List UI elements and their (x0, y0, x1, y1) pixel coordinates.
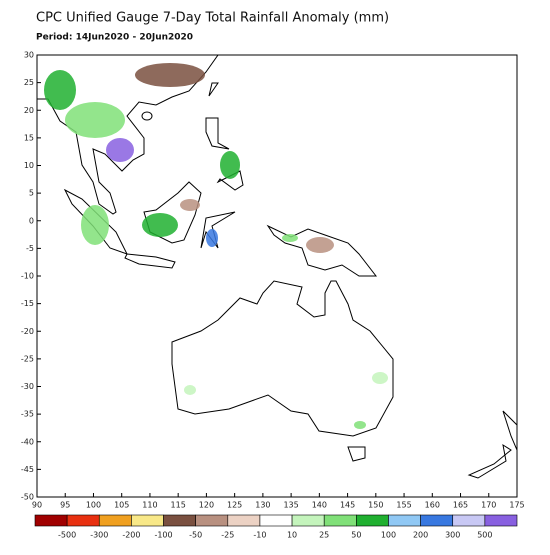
hainan (141, 111, 153, 121)
legend-label: 200 (413, 531, 428, 540)
lat-label: -5 (26, 244, 34, 253)
lat-label: -40 (21, 437, 34, 446)
lon-label: 115 (171, 501, 186, 510)
lon-label: 160 (425, 501, 440, 510)
legend-label: -50 (189, 531, 202, 540)
map (37, 55, 517, 479)
legend-swatch (356, 514, 389, 527)
anomaly-patch (106, 138, 134, 162)
anomaly-patch (306, 237, 334, 253)
lon-label: 105 (114, 501, 129, 510)
lon-label: 100 (86, 501, 101, 510)
legend-label: 500 (477, 531, 492, 540)
lat-label: 0 (29, 216, 34, 225)
color-legend: -500 -300 -200 -100 -50 -25 -10 10 25 50 100 200 300… (34, 514, 518, 540)
anomaly-patch (282, 234, 298, 242)
legend-swatch (259, 514, 293, 527)
lat-label: -20 (21, 327, 34, 336)
legend-label: -25 (221, 531, 234, 540)
lat-label: -15 (21, 299, 34, 308)
legend-label: -500 (58, 531, 76, 540)
lat-label: 5 (29, 189, 34, 198)
anomaly-patch (354, 421, 366, 429)
legend-swatch (291, 514, 325, 527)
anomaly-patch (372, 372, 388, 384)
legend-label: -300 (90, 531, 108, 540)
legend-label: -100 (154, 531, 172, 540)
legend-swatch (66, 514, 100, 527)
lat-label: -35 (21, 410, 34, 419)
lat-label: 25 (24, 78, 34, 87)
lat-label: 15 (24, 133, 34, 142)
lon-label: 140 (312, 501, 327, 510)
lat-label: -45 (21, 465, 34, 474)
legend-swatch (323, 514, 357, 527)
legend-swatch (163, 514, 196, 527)
anomaly-patch (142, 213, 178, 237)
anomaly-patch (180, 199, 200, 211)
lat-label: -30 (21, 382, 34, 391)
sulawesi (200, 211, 236, 249)
lon-label: 150 (368, 501, 383, 510)
java (124, 253, 176, 269)
lon-label: 90 (32, 501, 42, 510)
anomaly-patch (206, 229, 218, 247)
lat-label: -10 (21, 272, 34, 281)
lon-label: 165 (453, 501, 468, 510)
axes: 302520151050-5-10-15-20-25-30-35-40-45-5… (21, 51, 525, 510)
lon-label: 135 (283, 501, 298, 510)
lat-label: 20 (24, 106, 34, 115)
anomaly-patch (81, 205, 109, 245)
lat-label: 30 (24, 51, 34, 60)
nz-south (467, 443, 512, 479)
lon-label: 125 (227, 501, 242, 510)
legend-label: -200 (122, 531, 140, 540)
lon-label: 95 (60, 501, 70, 510)
lon-label: 175 (509, 501, 524, 510)
mainland-asia (37, 55, 219, 215)
legend-swatch (195, 514, 229, 527)
legend-swatch (452, 514, 486, 527)
lat-label: 10 (24, 161, 34, 170)
anomaly-patch (135, 63, 205, 87)
lon-label: 170 (481, 501, 496, 510)
legend-label: 25 (319, 531, 329, 540)
luzon (205, 117, 230, 150)
legend-swatch (388, 514, 421, 527)
legend-swatch (98, 514, 132, 527)
lon-label: 110 (142, 501, 157, 510)
anomaly-patch (65, 102, 125, 138)
lon-label: 155 (396, 501, 411, 510)
taiwan (208, 82, 219, 97)
legend-swatch (420, 514, 454, 527)
anomaly-patch (184, 385, 196, 395)
lat-label: -50 (21, 493, 34, 502)
anomaly-patch (44, 70, 76, 110)
legend-label: 10 (287, 531, 297, 540)
title: CPC Unified Gauge 7-Day Total Rainfall A… (36, 11, 389, 26)
legend-swatch (34, 514, 68, 527)
nz-north (502, 410, 517, 451)
legend-label: 50 (351, 531, 361, 540)
legend-swatch (227, 514, 261, 527)
legend-label: 300 (445, 531, 460, 540)
lon-label: 120 (199, 501, 214, 510)
australia (171, 280, 394, 437)
lat-label: -25 (21, 354, 34, 363)
tasmania (347, 446, 366, 462)
legend-label: -10 (253, 531, 266, 540)
legend-label: 100 (381, 531, 396, 540)
lon-label: 145 (340, 501, 355, 510)
legend-swatch (131, 514, 164, 527)
anomaly-patch (220, 151, 240, 179)
legend-swatch (484, 514, 518, 527)
lon-label: 130 (255, 501, 270, 510)
period: Period: 14Jun2020 - 20Jun2020 (36, 33, 193, 43)
